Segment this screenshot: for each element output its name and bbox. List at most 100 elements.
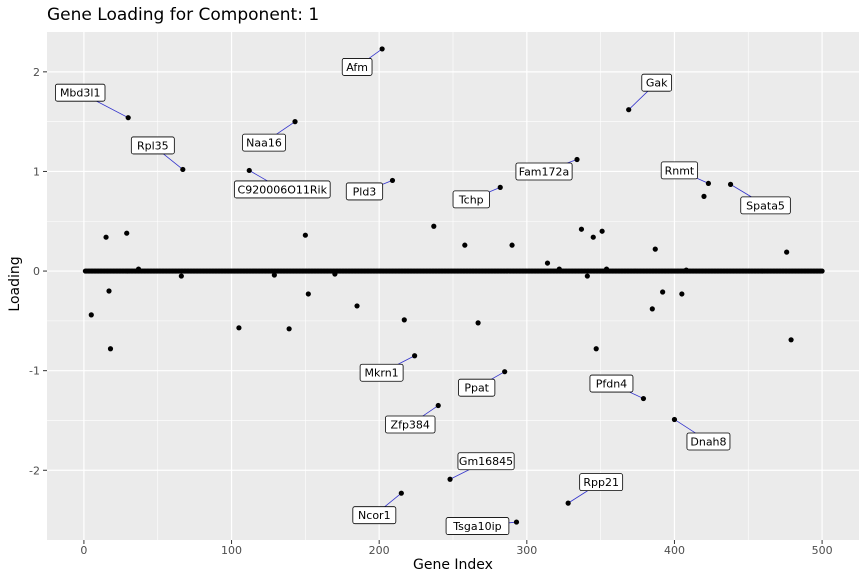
- gene-label-box: [457, 452, 515, 471]
- data-point: [649, 306, 655, 312]
- data-point: [788, 337, 794, 343]
- data-point: [565, 500, 571, 506]
- data-point: [640, 395, 647, 402]
- data-point: [701, 193, 707, 199]
- gene-label: Fam172a: [519, 165, 570, 178]
- data-point: [88, 312, 94, 318]
- minor-grid: [47, 32, 859, 540]
- data-point: [509, 242, 515, 248]
- data-point: [584, 273, 590, 279]
- gene-label: Ppat: [464, 382, 489, 395]
- gene-label-box: [740, 196, 791, 215]
- data-point: [599, 228, 605, 234]
- gene-label-box: [385, 415, 436, 434]
- gene-label: Gm16845: [459, 455, 513, 468]
- data-point: [447, 476, 453, 482]
- data-point: [292, 119, 298, 125]
- gene-label-box: [452, 190, 490, 209]
- x-tick-label: 100: [221, 544, 242, 557]
- data-point: [652, 246, 658, 252]
- gene-label: Rpl35: [137, 139, 169, 152]
- data-point: [578, 226, 585, 232]
- data-point: [305, 291, 311, 297]
- zero-baseline-points: [82, 268, 825, 274]
- gene-label: Zfp384: [391, 419, 430, 432]
- data-point: [462, 242, 468, 248]
- y-tick-label: 2: [33, 66, 40, 79]
- x-tick-label: 500: [812, 544, 833, 557]
- data-point: [475, 320, 481, 326]
- x-axis-title: Gene Index: [413, 557, 493, 573]
- data-point: [497, 184, 503, 190]
- gene-label: Pld3: [353, 185, 377, 198]
- gene-label: Naa16: [246, 137, 282, 150]
- data-point: [683, 267, 689, 273]
- data-point: [401, 317, 407, 323]
- data-point: [180, 166, 186, 173]
- gene-label-box: [352, 506, 397, 525]
- gene-label: Spata5: [746, 199, 785, 212]
- y-tick-label: -1: [29, 365, 40, 378]
- data-point: [135, 266, 142, 272]
- y-axis-title: Loading: [7, 256, 23, 311]
- gene-label-box: [55, 83, 106, 102]
- data-point: [626, 107, 632, 113]
- data-point: [513, 519, 520, 525]
- x-tick-label: 400: [664, 544, 685, 557]
- data-point: [593, 346, 599, 352]
- gene-label-box: [589, 374, 634, 393]
- gene-label: C920006O11Rik: [238, 183, 328, 196]
- data-point: [502, 369, 508, 375]
- data-point: [354, 303, 360, 309]
- data-point: [106, 288, 112, 294]
- data-point: [544, 260, 551, 266]
- gene-label-box: [579, 473, 624, 492]
- gene-label-box: [233, 180, 331, 199]
- gene-label-box: [641, 73, 672, 92]
- x-tick-label: 0: [80, 544, 87, 557]
- data-point: [660, 289, 666, 295]
- data-point: [435, 402, 441, 409]
- gene-label: Mkrn1: [365, 367, 399, 380]
- data-point: [705, 180, 712, 187]
- data-point: [103, 234, 109, 240]
- data-point: [819, 268, 825, 274]
- gene-label-box: [341, 58, 373, 76]
- y-tick-label: 1: [33, 165, 40, 178]
- gene-label: Dnah8: [690, 435, 726, 448]
- data-point: [302, 232, 308, 238]
- data-points: [88, 46, 794, 525]
- gene-label: Rpp21: [583, 476, 619, 489]
- data-point: [398, 490, 404, 496]
- gene-labels: Mbd3l1 Rpl35 C920006O11Rik Naa16 Afm Pld3 Tchp…: [55, 58, 791, 535]
- data-point: [107, 346, 114, 352]
- gene-label: Tsga10ip: [452, 520, 501, 533]
- gene-label-box: [515, 162, 573, 181]
- data-point: [246, 167, 252, 174]
- gene-label: Gak: [646, 77, 668, 90]
- y-tick-label: 0: [33, 265, 40, 278]
- x-tick-label: 300: [516, 544, 537, 557]
- gene-label-box: [130, 136, 175, 155]
- gene-label: Afm: [346, 61, 368, 74]
- data-point: [590, 234, 596, 240]
- gene-label-box: [242, 133, 286, 152]
- data-point: [679, 291, 685, 297]
- data-point: [236, 325, 242, 331]
- data-point: [556, 266, 562, 272]
- data-point: [431, 223, 437, 229]
- data-point: [574, 156, 580, 163]
- x-tick-label: 200: [369, 544, 390, 557]
- data-point: [286, 326, 292, 332]
- data-point: [671, 416, 678, 423]
- data-point: [389, 177, 396, 184]
- data-point: [603, 266, 610, 272]
- gene-label: Pfdn4: [596, 378, 627, 391]
- gene-label: Mbd3l1: [60, 87, 101, 100]
- data-point: [178, 273, 184, 279]
- y-axis-ticks: -2 -1 0 1 2: [29, 66, 47, 477]
- gene-label-box: [660, 161, 699, 180]
- gene-label-box: [345, 182, 384, 201]
- data-point: [332, 271, 338, 277]
